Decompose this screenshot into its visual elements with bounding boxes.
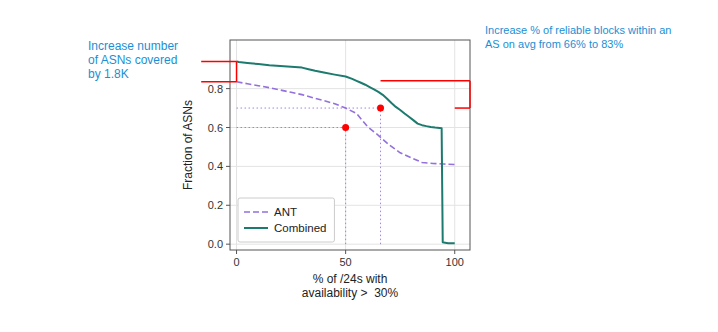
annotation-line: Increase number — [88, 39, 178, 53]
tick-mark — [226, 244, 230, 245]
tick-mark — [226, 205, 230, 206]
annotation-line: Increase % of reliable blocks within an — [485, 24, 671, 36]
bracket-top — [381, 80, 470, 82]
guide-line-vertical — [345, 128, 346, 245]
tick-mark — [226, 166, 230, 167]
grid-line — [230, 166, 470, 167]
plot-frame — [230, 40, 470, 250]
tick-label: 0.8 — [208, 83, 223, 95]
series-line — [237, 82, 455, 165]
brackets — [201, 61, 470, 108]
series-line — [237, 61, 455, 243]
legend-swatch — [244, 227, 268, 229]
x-axis-label-line: % of /24s with — [313, 272, 388, 286]
annotation-line: by 1.8K — [88, 67, 129, 81]
plot-area — [237, 61, 455, 244]
grid — [230, 40, 470, 250]
tick-mark — [454, 250, 455, 254]
tick-mark — [345, 250, 346, 254]
guide-line-horizontal — [237, 127, 346, 128]
annotation: Increase numberof ASNs coveredby 1.8K — [88, 39, 178, 81]
tick-label: 0.6 — [208, 122, 223, 134]
legend-label: Combined — [274, 222, 326, 234]
tick-label: 100 — [446, 256, 464, 268]
chart: 0.0 0.2 0.4 0.6 0.8 0 50 100 % of /24s withavail… — [0, 0, 718, 332]
tick-label: 0 — [233, 256, 239, 268]
tick-label: 0.0 — [208, 238, 223, 250]
grid-line — [454, 40, 455, 250]
bracket-top — [201, 61, 236, 63]
grid-line — [230, 244, 470, 245]
bracket-bottom — [201, 81, 236, 83]
y-axis-label: Fraction of ASNs — [181, 100, 195, 190]
bracket-bottom — [455, 107, 470, 109]
annotation-line: AS on avg from 66% to 83% — [485, 38, 623, 50]
bracket-vertical — [469, 81, 471, 108]
bracket-vertical — [236, 61, 238, 81]
tick-label: 0.4 — [208, 160, 223, 172]
legend-swatch — [244, 211, 268, 213]
tick-mark — [236, 250, 237, 254]
tick-mark — [226, 127, 230, 128]
guide-line-horizontal — [237, 108, 381, 109]
x-axis-label-line: availability > 30% — [302, 286, 399, 300]
ticks: 0.0 0.2 0.4 0.6 0.8 0 50 100 — [208, 83, 464, 268]
grid-line — [236, 40, 237, 250]
x-axis-label: % of /24s withavailability > 30% — [302, 272, 399, 300]
tick-mark — [226, 88, 230, 89]
highlight-point — [377, 105, 384, 112]
tick-label: 50 — [340, 256, 352, 268]
grid-line — [345, 40, 346, 250]
annotation-line: of ASNs covered — [88, 53, 177, 67]
legend-box — [238, 198, 334, 242]
guide-line-vertical — [380, 108, 381, 244]
annotation: Increase % of reliable blocks within an A… — [485, 24, 671, 50]
legend-label: ANT — [274, 206, 297, 218]
tick-label: 0.2 — [208, 199, 223, 211]
grid-line — [230, 88, 470, 89]
highlight-point — [342, 124, 349, 131]
legend: ANT Combined — [238, 198, 334, 242]
